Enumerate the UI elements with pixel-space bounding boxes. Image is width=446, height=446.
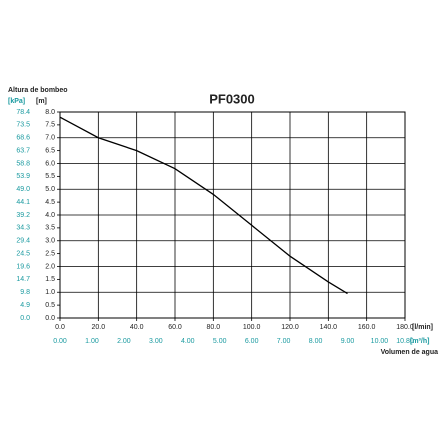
y2-tick-label: 53.9: [16, 173, 30, 180]
x2-tick-label: 10.80: [396, 338, 414, 345]
y2-tick-label: 0.0: [20, 315, 30, 322]
y2-tick-label: 34.3: [16, 225, 30, 232]
y-tick-label: 0.0: [45, 315, 55, 322]
x-tick-label: 0.0: [55, 324, 65, 331]
y-tick-label: 8.0: [45, 109, 55, 116]
x-axis-label: Volumen de agua: [381, 349, 439, 356]
y2-tick-label: 29.4: [16, 238, 30, 245]
y-unit: [m]: [36, 98, 47, 105]
y-tick-label: 7.0: [45, 135, 55, 142]
y-tick-label: 3.5: [45, 225, 55, 232]
x-tick-label: 80.0: [207, 324, 221, 331]
x2-tick-label: 10.00: [371, 338, 389, 345]
y-tick-label: 1.5: [45, 276, 55, 283]
x-tick-label: 60.0: [168, 324, 182, 331]
x-tick-label: 180.0: [396, 324, 414, 331]
x-tick-label: 20.0: [92, 324, 106, 331]
x2-tick-label: 4.00: [181, 338, 195, 345]
y2-tick-label: 9.8: [20, 289, 30, 296]
y2-tick-label: 78.4: [16, 109, 30, 116]
x-tick-label: 40.0: [130, 324, 144, 331]
plot-frame: [59, 111, 406, 319]
y-axis-label: Altura de bombeo: [8, 87, 68, 94]
y-tick-label: 6.0: [45, 160, 55, 167]
y2-tick-label: 24.5: [16, 250, 30, 257]
x-tick-label: 160.0: [358, 324, 376, 331]
y-tick-label: 2.0: [45, 263, 55, 270]
y2-tick-label: 19.6: [16, 263, 30, 270]
x2-unit: [m³/h]: [410, 338, 429, 345]
y-tick-label: 2.5: [45, 250, 55, 257]
y2-tick-label: 44.1: [16, 199, 30, 206]
x2-tick-label: 0.00: [53, 338, 67, 345]
pump-curve: [59, 116, 348, 295]
x-tick-label: 140.0: [320, 324, 338, 331]
x-unit: [l/min]: [412, 324, 433, 331]
x2-tick-label: 2.00: [117, 338, 131, 345]
chart-title: PF0300: [209, 91, 255, 106]
y-tick-label: 5.0: [45, 186, 55, 193]
y2-tick-label: 68.6: [16, 135, 30, 142]
y-tick-label: 1.0: [45, 289, 55, 296]
y2-tick-label: 14.7: [16, 276, 30, 283]
y-tick-label: 4.5: [45, 199, 55, 206]
x2-tick-label: 5.00: [213, 338, 227, 345]
x2-tick-label: 7.00: [277, 338, 291, 345]
x2-tick-label: 6.00: [245, 338, 259, 345]
x-tick-label: 100.0: [243, 324, 261, 331]
y2-unit: [kPa]: [8, 98, 25, 105]
x2-tick-label: 1.00: [85, 338, 99, 345]
x2-tick-label: 3.00: [149, 338, 163, 345]
x2-tick-label: 9.00: [341, 338, 355, 345]
y-tick-label: 5.5: [45, 173, 55, 180]
y2-tick-label: 49.0: [16, 186, 30, 193]
y2-tick-label: 4.9: [20, 302, 30, 309]
y2-tick-label: 58.8: [16, 160, 30, 167]
y-tick-label: 4.0: [45, 212, 55, 219]
y-tick-label: 7.5: [45, 122, 55, 129]
y-tick-label: 0.5: [45, 302, 55, 309]
y2-tick-label: 63.7: [16, 147, 30, 154]
y-tick-label: 6.5: [45, 147, 55, 154]
y-tick-label: 3.0: [45, 238, 55, 245]
y2-tick-label: 39.2: [16, 212, 30, 219]
x-tick-label: 120.0: [281, 324, 299, 331]
y2-tick-label: 73.5: [16, 122, 30, 129]
x2-tick-label: 8.00: [309, 338, 323, 345]
